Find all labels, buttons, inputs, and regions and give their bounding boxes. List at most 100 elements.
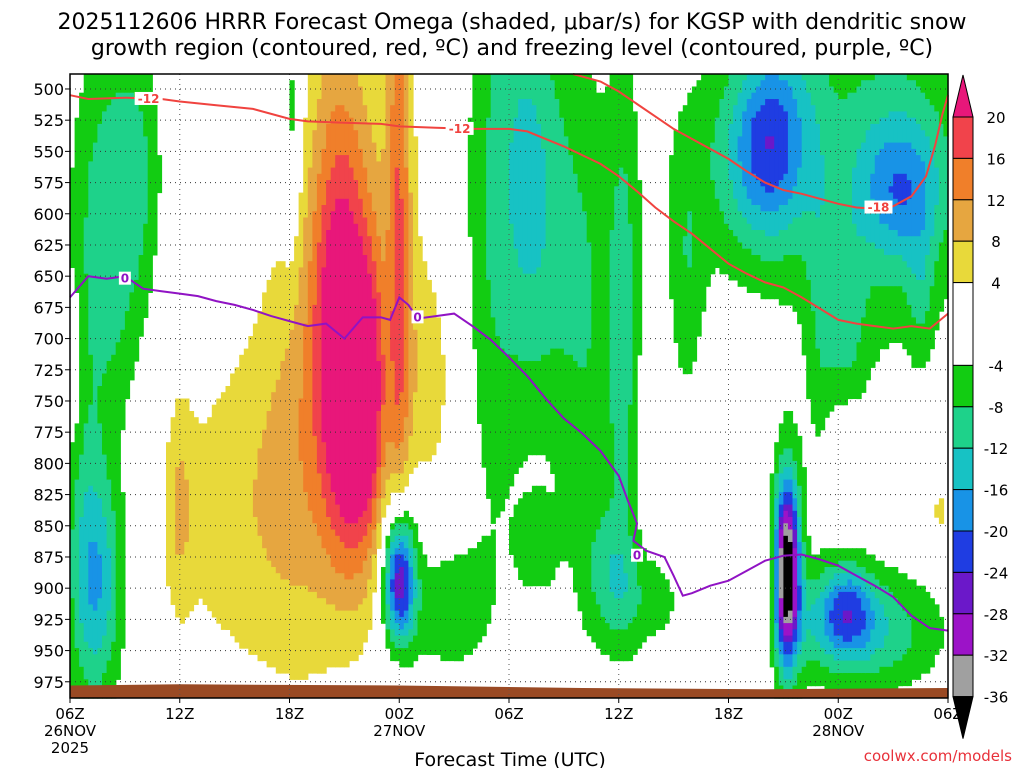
omega-cell	[609, 554, 615, 593]
omega-cell	[541, 248, 547, 356]
omega-cell	[403, 523, 409, 537]
omega-cell	[829, 74, 835, 88]
omega-cell	[531, 485, 538, 587]
omega-cell	[618, 554, 624, 599]
omega-cell	[83, 423, 89, 493]
omega-cell	[897, 660, 903, 687]
omega-cell	[769, 473, 775, 668]
omega-cell	[870, 573, 876, 593]
omega-cell	[888, 74, 894, 112]
omega-cell	[353, 548, 359, 574]
omega-cell	[769, 236, 775, 262]
omega-cell	[307, 510, 313, 593]
omega-cell	[774, 236, 780, 262]
omega-cell	[820, 155, 826, 206]
colorbar-bin	[952, 282, 974, 366]
omega-cell	[376, 292, 382, 362]
omega-cell	[413, 329, 419, 393]
omega-cell	[362, 74, 368, 106]
omega-cell	[499, 74, 506, 350]
omega-cell	[106, 361, 112, 481]
omega-cell	[449, 560, 455, 662]
freezing-level-label: 0	[633, 549, 641, 563]
y-tick-label: 600	[33, 205, 64, 224]
omega-cell	[422, 261, 428, 462]
omega-cell	[769, 192, 775, 212]
omega-cell	[175, 467, 181, 556]
omega-cell	[413, 635, 419, 662]
omega-cell	[399, 198, 405, 393]
omega-cell	[765, 192, 771, 212]
omega-cell	[787, 654, 794, 668]
omega-cell	[70, 442, 76, 531]
omega-cell	[275, 573, 281, 674]
omega-cell	[371, 211, 377, 262]
omega-cell	[787, 610, 794, 624]
omega-cell	[897, 286, 903, 343]
omega-cell	[358, 198, 364, 237]
omega-cell	[861, 648, 867, 662]
omega-cell	[646, 560, 652, 637]
omega-cell	[792, 217, 798, 256]
omega-cell	[884, 74, 890, 119]
omega-cell	[705, 74, 711, 287]
omega-cell	[335, 573, 341, 612]
omega-cell	[536, 74, 542, 125]
omega-cell	[522, 361, 528, 462]
y-tick-label: 975	[33, 673, 64, 692]
omega-cell	[893, 111, 899, 144]
y-tick-label: 650	[33, 267, 64, 286]
omega-cell	[783, 616, 789, 624]
omega-cell	[408, 74, 414, 194]
omega-cell	[344, 548, 350, 580]
x-tick-date: 28NOV	[812, 722, 865, 740]
omega-cell	[833, 648, 839, 662]
omega-cell	[778, 80, 784, 106]
omega-cell	[682, 105, 688, 237]
omega-cell	[847, 579, 853, 593]
credit-link[interactable]: coolwx.com/models	[864, 747, 1012, 765]
omega-cell	[925, 99, 931, 137]
omega-cell	[847, 591, 853, 612]
omega-cell	[618, 629, 624, 662]
omega-cell	[842, 660, 848, 674]
omega-cell	[316, 242, 323, 474]
omega-cell	[833, 74, 839, 94]
omega-cell	[376, 361, 382, 412]
omega-cell	[179, 460, 185, 556]
omega-cell	[733, 236, 739, 281]
omega-cell	[787, 623, 794, 637]
omega-cell	[710, 74, 716, 144]
y-tick-label: 550	[33, 142, 64, 161]
omega-cell	[262, 548, 268, 662]
omega-cell	[774, 186, 780, 212]
omega-cell	[737, 136, 743, 162]
omega-cell	[550, 74, 556, 81]
omega-cell	[806, 74, 812, 94]
omega-cell	[220, 392, 227, 630]
omega-cell	[358, 542, 364, 574]
omega-cell	[390, 610, 396, 630]
omega-cell	[490, 317, 496, 524]
omega-cell	[787, 492, 794, 506]
omega-cell	[88, 485, 94, 543]
omega-cell	[874, 248, 880, 287]
omega-cell	[408, 629, 414, 643]
omega-cell	[783, 654, 789, 668]
omega-cell	[728, 74, 734, 125]
omega-cell	[884, 666, 890, 693]
omega-cell	[888, 230, 894, 256]
omega-cell	[559, 74, 565, 119]
omega-cell	[83, 217, 89, 275]
omega-cell	[362, 255, 368, 512]
omega-cell	[852, 635, 858, 649]
omega-cell	[513, 354, 519, 474]
omega-cell	[280, 579, 286, 674]
omega-cell	[847, 623, 853, 643]
omega-cell	[390, 542, 396, 556]
omega-cell	[774, 498, 780, 531]
omega-cell	[609, 498, 615, 556]
omega-cell	[650, 560, 656, 637]
omega-cell	[861, 673, 867, 693]
